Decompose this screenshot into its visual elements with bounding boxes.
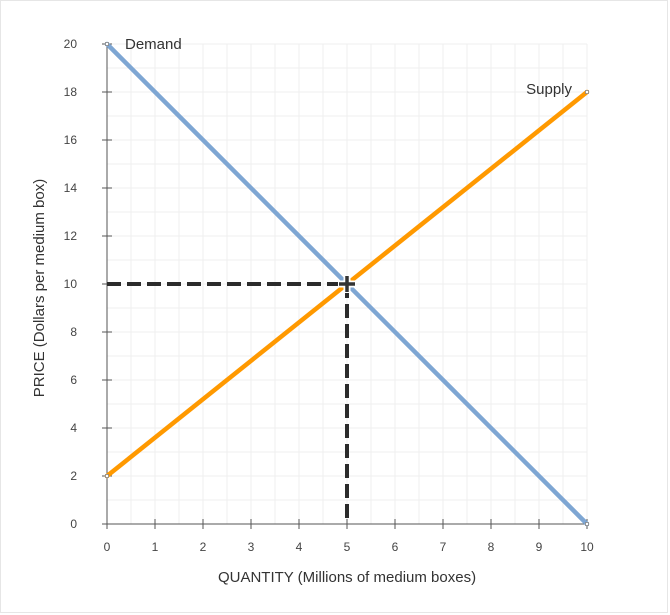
y-tick-label: 10 (64, 277, 78, 291)
x-tick-label: 3 (248, 540, 255, 554)
y-tick-label: 16 (64, 133, 78, 147)
demand-endpoint[interactable] (105, 42, 109, 46)
supply-label: Supply (526, 81, 572, 98)
x-tick-label: 0 (104, 540, 111, 554)
x-tick-label: 10 (580, 540, 594, 554)
y-tick-label: 0 (70, 517, 77, 531)
y-tick-label: 12 (64, 229, 78, 243)
x-tick-label: 9 (536, 540, 543, 554)
demand-endpoint[interactable] (585, 522, 589, 526)
demand-label: Demand (125, 36, 182, 53)
equilibrium-marker[interactable] (338, 275, 356, 293)
supply-endpoint[interactable] (585, 90, 589, 94)
x-axis-title: QUANTITY (Millions of medium boxes) (218, 569, 476, 586)
y-tick-label: 4 (70, 421, 77, 435)
y-tick-label: 20 (64, 37, 78, 51)
y-tick-label: 14 (64, 181, 78, 195)
x-tick-label: 6 (392, 540, 399, 554)
x-tick-label: 4 (296, 540, 303, 554)
y-tick-label: 2 (70, 469, 77, 483)
x-tick-label: 2 (200, 540, 207, 554)
supply-endpoint[interactable] (105, 474, 109, 478)
y-axis-title: PRICE (Dollars per medium box) (31, 179, 48, 397)
y-tick-label: 18 (64, 85, 78, 99)
x-tick-label: 7 (440, 540, 447, 554)
equilibrium-guides (107, 282, 349, 524)
curve-labels: Demand Supply (125, 36, 572, 98)
x-tick-label: 8 (488, 540, 495, 554)
x-tick-label: 5 (344, 540, 351, 554)
x-tick-label: 1 (152, 540, 159, 554)
y-tick-label: 6 (70, 373, 77, 387)
y-tick-label: 8 (70, 325, 77, 339)
